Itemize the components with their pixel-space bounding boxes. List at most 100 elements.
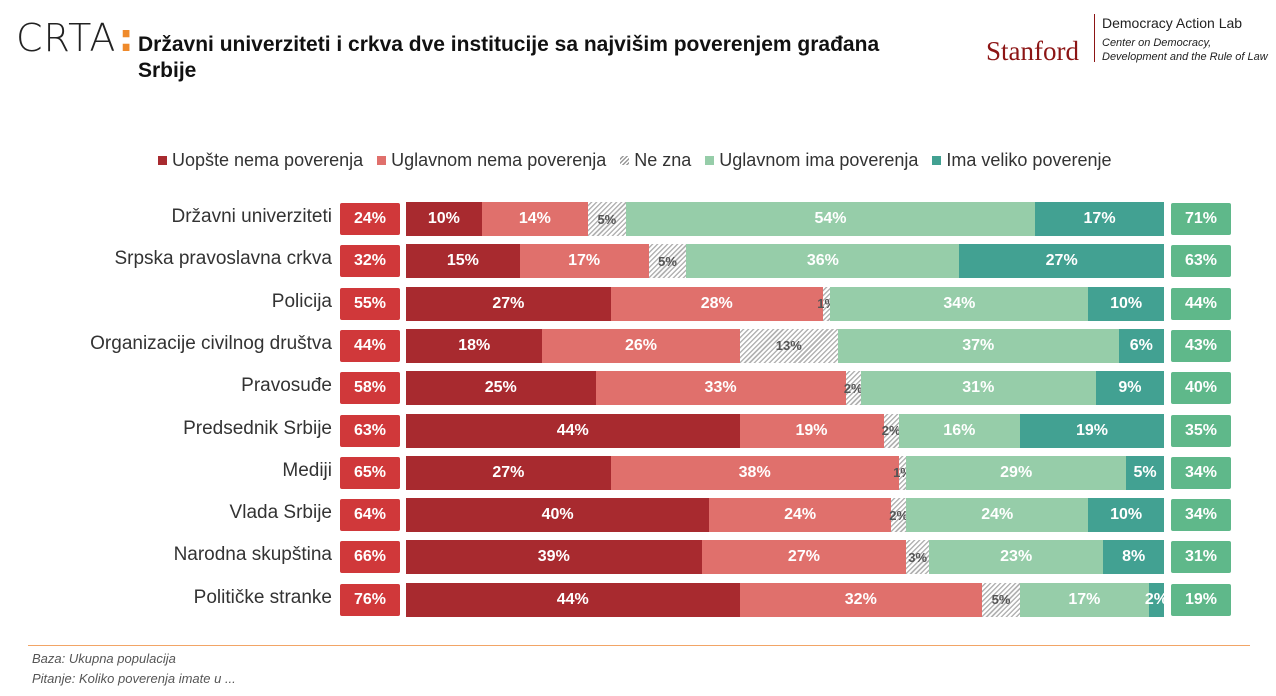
positive-total-label: 35% <box>1171 414 1231 447</box>
data-label: 40% <box>541 506 574 524</box>
positive-total-label: 34% <box>1171 456 1231 489</box>
seg-uopste-nema: 25% <box>406 371 596 406</box>
legend-item: Ima veliko poverenje <box>932 150 1112 171</box>
seg-uopste-nema: 27% <box>406 455 611 490</box>
positive-total-label: 43% <box>1171 329 1231 362</box>
crta-logo: CRTA: <box>16 14 135 62</box>
data-label: 8% <box>1122 548 1146 566</box>
seg-uglavnom-ima: 24% <box>906 498 1089 533</box>
data-label: 36% <box>806 252 839 270</box>
data-label: 3% <box>908 549 928 565</box>
legend-item: Uglavnom nema poverenja <box>377 150 606 171</box>
logo-colon: : <box>118 16 135 60</box>
seg-veliko: 10% <box>1088 286 1164 321</box>
data-label: 19% <box>795 421 828 439</box>
seg-uglavnom-nema: 38% <box>610 455 899 490</box>
negative-total-label: 55% <box>340 287 400 320</box>
negative-total-label: 65% <box>340 456 400 489</box>
positive-total-label: 19% <box>1171 583 1231 616</box>
footer-pitanje: Pitanje: Koliko poverenja imate u ... <box>32 671 236 686</box>
data-label: 2% <box>1144 590 1168 608</box>
data-label: 10% <box>1110 294 1143 312</box>
data-label: 26% <box>624 336 657 354</box>
data-label: 17% <box>1083 210 1116 227</box>
legend-swatch <box>932 156 942 165</box>
seg-ne-zna: 1% <box>817 286 836 321</box>
data-label: 25% <box>484 379 517 397</box>
seg-ne-zna: 3% <box>906 540 929 575</box>
data-label: 23% <box>1000 548 1033 566</box>
seg-veliko: 5% <box>1126 455 1164 490</box>
chart-title: Državni univerziteti i crkva dve institu… <box>138 33 880 82</box>
seg-uopste-nema: 27% <box>406 286 611 321</box>
seg-ne-zna: 13% <box>739 328 839 363</box>
seg-veliko: 10% <box>1088 498 1164 533</box>
positive-total-label: 31% <box>1171 541 1231 574</box>
seg-uglavnom-ima: 23% <box>929 540 1104 575</box>
data-label: 10% <box>427 210 460 227</box>
data-label: 38% <box>738 463 771 481</box>
seg-uopste-nema: 39% <box>406 540 702 575</box>
footer-divider <box>28 645 1250 646</box>
legend-label: Ima veliko poverenje <box>946 150 1112 170</box>
seg-uopste-nema: 44% <box>406 582 740 617</box>
data-label: 5% <box>1133 463 1157 481</box>
legend-label: Uglavnom nema poverenja <box>391 150 607 170</box>
negative-total-label: 66% <box>340 541 400 574</box>
chart-legend: Uopšte nema poverenja Uglavnom nema pover… <box>158 150 1112 171</box>
data-label: 17% <box>568 252 601 270</box>
data-label: 6% <box>1129 336 1153 354</box>
seg-ne-zna: 5% <box>648 244 687 279</box>
seg-uglavnom-nema: 27% <box>701 540 907 575</box>
category-label: Organizacije civilnog društva <box>90 332 332 354</box>
negative-total-label: 24% <box>340 203 400 235</box>
legend-item: Uopšte nema poverenja <box>158 150 363 171</box>
negative-total-label: 64% <box>340 499 400 532</box>
legend-swatch <box>620 156 630 165</box>
data-label: 18% <box>458 336 491 354</box>
legend-swatch <box>377 156 387 165</box>
data-label: 27% <box>1045 252 1078 270</box>
data-label: 14% <box>518 210 551 227</box>
category-label: Političke stranke <box>193 586 332 608</box>
data-label: 32% <box>844 590 877 608</box>
seg-uglavnom-nema: 33% <box>595 371 846 406</box>
legend-item: Uglavnom ima poverenja <box>705 150 918 171</box>
data-label: 44% <box>556 421 589 439</box>
seg-ne-zna: 2% <box>889 498 908 533</box>
seg-veliko: 27% <box>959 244 1164 279</box>
data-label: 2% <box>881 423 901 438</box>
negative-total-label: 76% <box>340 583 400 616</box>
legend-label: Uopšte nema poverenja <box>172 150 364 170</box>
negative-total-label: 63% <box>340 414 400 447</box>
footer-baza: Baza: Ukupna populacija <box>32 651 176 666</box>
seg-uopste-nema: 44% <box>406 413 740 448</box>
category-label: Predsednik Srbije <box>183 417 332 439</box>
seg-uglavnom-ima: 34% <box>830 286 1089 321</box>
legend-label: Ne zna <box>634 150 692 170</box>
negative-total-label: 44% <box>340 329 400 362</box>
data-label: 39% <box>537 548 570 566</box>
seg-uglavnom-nema: 17% <box>519 244 649 279</box>
stanford-logo: Stanford <box>986 36 1079 66</box>
data-label: 10% <box>1110 506 1143 524</box>
seg-veliko: 19% <box>1019 413 1164 448</box>
positive-total-label: 63% <box>1171 245 1231 278</box>
data-label: 54% <box>814 210 847 227</box>
negative-total-label: 58% <box>340 372 400 405</box>
seg-uglavnom-nema: 32% <box>739 582 983 617</box>
data-label: 33% <box>704 379 737 397</box>
category-label: Srpska pravoslavna crkva <box>114 248 332 270</box>
positive-total-label: 44% <box>1171 287 1231 320</box>
logo-divider <box>1094 14 1095 62</box>
seg-uglavnom-nema: 19% <box>739 413 884 448</box>
seg-uglavnom-nema: 14% <box>481 202 588 236</box>
legend-label: Uglavnom ima poverenja <box>719 150 919 170</box>
category-label: Državni univerziteti <box>171 206 333 227</box>
positive-total-label: 71% <box>1171 203 1231 235</box>
seg-uglavnom-ima: 37% <box>838 328 1119 363</box>
data-label: 5% <box>597 211 617 227</box>
seg-veliko: 17% <box>1035 202 1164 236</box>
data-label: 5% <box>658 253 677 269</box>
data-label: 27% <box>492 463 525 481</box>
